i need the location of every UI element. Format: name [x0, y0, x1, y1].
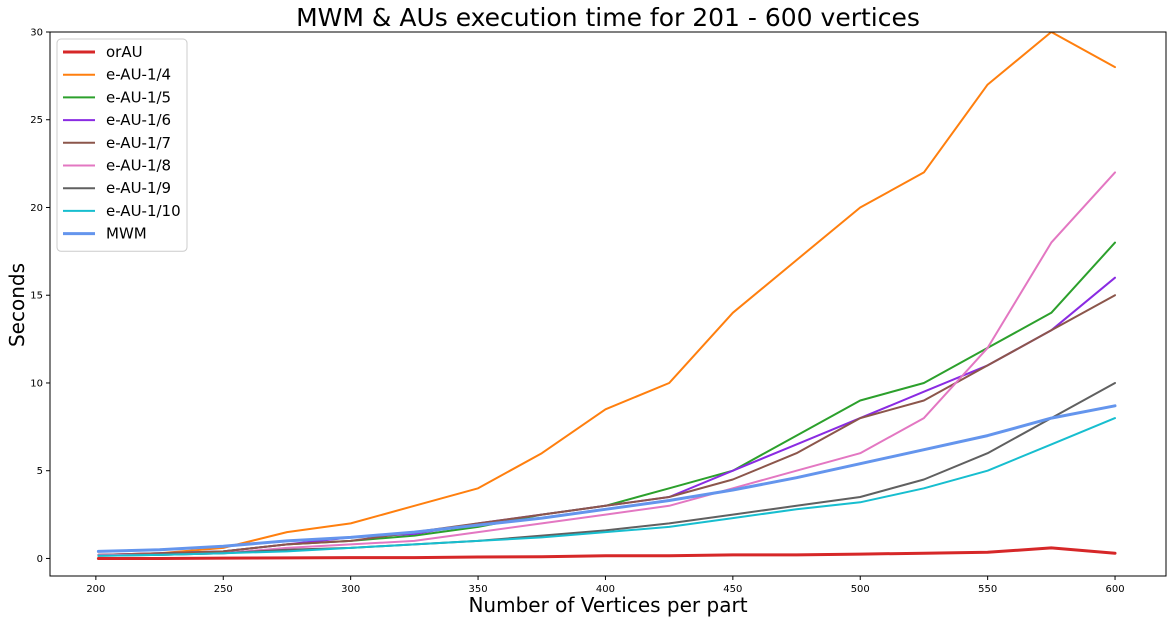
series-line-4 — [97, 294, 1116, 556]
y-tick-label: 0 — [37, 554, 43, 565]
series-line-1 — [97, 32, 1116, 556]
legend-label-1: e-AU-1/4 — [106, 66, 171, 84]
x-tick-label: 600 — [1105, 584, 1124, 595]
legend-label-5: e-AU-1/8 — [106, 157, 171, 175]
y-tick-label: 10 — [30, 378, 43, 389]
series-line-5 — [97, 171, 1116, 556]
legend-box — [56, 38, 188, 252]
x-tick-label: 250 — [214, 584, 233, 595]
x-tick-label: 450 — [723, 584, 742, 595]
legend-label-2: e-AU-1/5 — [106, 88, 171, 106]
x-tick-label: 350 — [469, 584, 488, 595]
series-line-6 — [97, 382, 1116, 557]
legend-label-3: e-AU-1/6 — [106, 111, 171, 129]
x-tick-label: 400 — [596, 584, 615, 595]
legend-label-7: e-AU-1/10 — [106, 202, 181, 220]
legend-label-0: orAU — [106, 43, 143, 61]
axes-frame — [49, 31, 1167, 577]
series-line-3 — [97, 276, 1116, 556]
y-tick-label: 30 — [30, 28, 43, 39]
x-tick-label: 200 — [86, 584, 105, 595]
y-tick-label: 15 — [30, 291, 43, 302]
series-line-8 — [96, 404, 1117, 553]
series-line-7 — [97, 417, 1116, 557]
y-tick-label: 25 — [30, 115, 43, 126]
legend-label-6: e-AU-1/9 — [106, 179, 171, 197]
axes: 200 250 300 350 400 450 500 550 600 0 5 10 15 20 25 30 — [30, 28, 1167, 595]
series-line-0 — [96, 546, 1117, 560]
y-tick-label: 5 — [37, 466, 43, 477]
legend-label-8: MWM — [106, 225, 147, 243]
legend-label-4: e-AU-1/7 — [106, 134, 171, 152]
legend: orAU e-AU-1/4 e-AU-1/5 e-AU-1/6 e-AU-1/7 e-AU… — [56, 38, 188, 252]
y-axis-label: Seconds — [5, 263, 29, 347]
x-axis-label: Number of Vertices per part — [468, 593, 747, 617]
x-tick-label: 500 — [851, 584, 870, 595]
plot-area — [96, 32, 1117, 560]
y-tick-label: 20 — [30, 203, 43, 214]
x-tick-label: 300 — [341, 584, 360, 595]
chart-title: MWM & AUs execution time for 201 - 600 v… — [296, 3, 920, 32]
x-tick-label: 550 — [978, 584, 997, 595]
